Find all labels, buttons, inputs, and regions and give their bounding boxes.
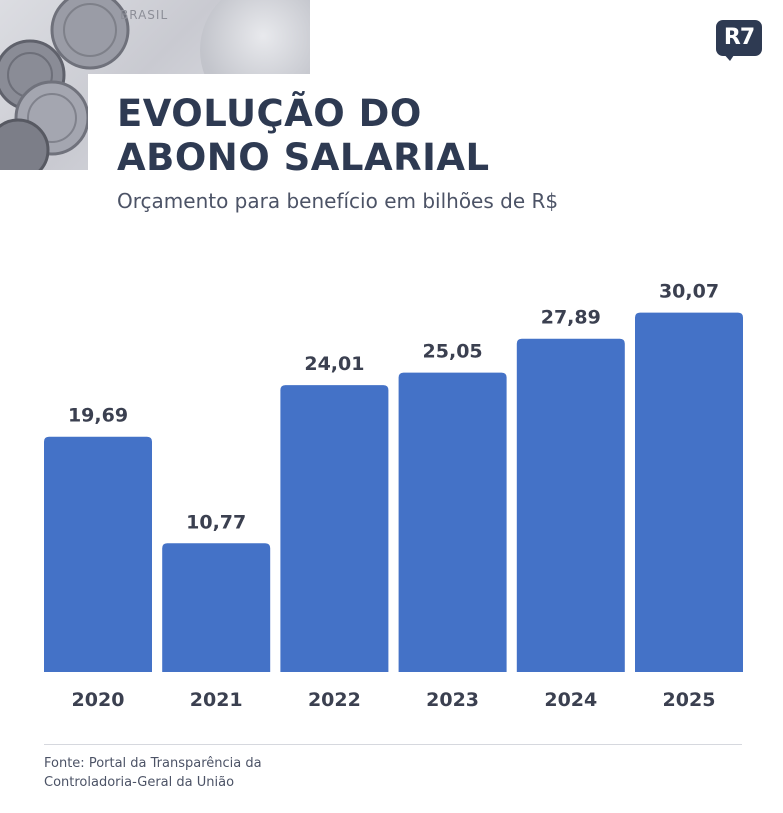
page-title: EVOLUÇÃO DO ABONO SALARIAL bbox=[117, 92, 677, 180]
value-label-2023: 25,05 bbox=[423, 341, 483, 363]
footer-divider bbox=[44, 744, 742, 745]
category-label-2024: 2024 bbox=[544, 689, 597, 711]
bar-2020 bbox=[44, 436, 152, 672]
coins-illustration bbox=[0, 0, 130, 170]
category-label-2025: 2025 bbox=[663, 689, 716, 711]
bar-2022 bbox=[280, 385, 389, 672]
bar-2025 bbox=[635, 312, 743, 672]
r7-logo: R7 bbox=[716, 20, 762, 56]
header-card bbox=[88, 74, 738, 202]
category-label-2020: 2020 bbox=[72, 689, 125, 711]
value-label-2020: 19,69 bbox=[68, 405, 128, 427]
banknote-text: BRASIL bbox=[120, 8, 169, 22]
source-line-1: Fonte: Portal da Transparência da bbox=[44, 756, 262, 771]
title-line-1: EVOLUÇÃO DO bbox=[117, 92, 422, 135]
value-label-2021: 10,77 bbox=[186, 511, 246, 533]
source-line-2: Controladoria-Geral da União bbox=[44, 775, 235, 790]
value-label-2022: 24,01 bbox=[304, 353, 364, 375]
value-label-2024: 27,89 bbox=[541, 307, 601, 329]
bar-2023 bbox=[398, 372, 507, 672]
r7-logo-tail bbox=[722, 52, 736, 61]
bar-2024 bbox=[516, 338, 625, 672]
bar-2021 bbox=[162, 543, 271, 672]
title-line-2: ABONO SALARIAL bbox=[117, 136, 490, 179]
chart-subtitle: Orçamento para benefício em bilhões de R… bbox=[117, 189, 559, 213]
category-label-2022: 2022 bbox=[308, 689, 361, 711]
source-note: Fonte: Portal da Transparência da Contro… bbox=[44, 754, 262, 792]
category-label-2021: 2021 bbox=[190, 689, 243, 711]
value-label-2025: 30,07 bbox=[659, 281, 719, 303]
category-label-2023: 2023 bbox=[426, 689, 479, 711]
